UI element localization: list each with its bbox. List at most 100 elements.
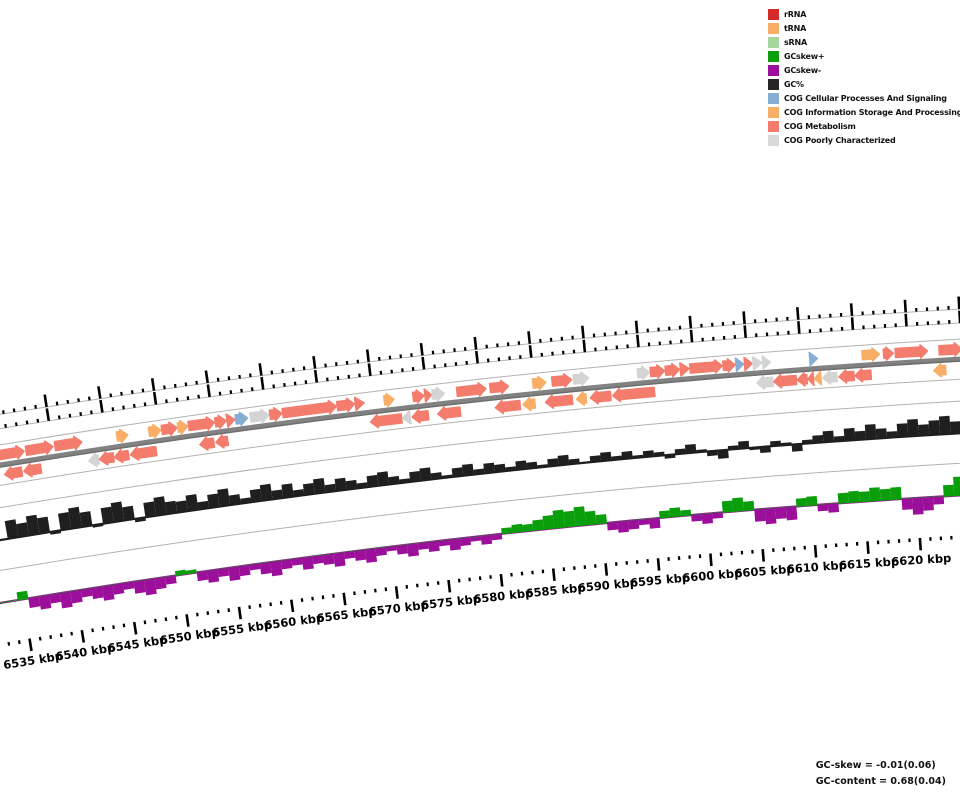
gc-skew-track-bin <box>38 594 52 610</box>
gene-arrow-reverse[interactable] <box>23 463 43 478</box>
gene-arrow-forward[interactable] <box>353 396 365 412</box>
gc-percent-track-bin <box>621 450 633 460</box>
major-tick <box>813 544 818 558</box>
gene-arrow-forward[interactable] <box>160 421 178 436</box>
gene-arrow-forward[interactable] <box>679 362 690 377</box>
minor-tick <box>130 390 134 394</box>
gene-arrow-reverse[interactable] <box>4 466 24 481</box>
gene-arrow-forward[interactable] <box>147 423 162 439</box>
gene-arrow-forward[interactable] <box>176 420 189 435</box>
gene-arrow-reverse[interactable] <box>838 369 856 384</box>
gc-skew-track-bin <box>732 497 744 512</box>
gene-arrow-reverse[interactable] <box>544 394 574 409</box>
minor-tick <box>55 401 59 406</box>
gene-arrow-forward[interactable] <box>24 440 54 456</box>
minor-tick <box>66 399 70 404</box>
gene-arrow-forward[interactable] <box>431 386 445 402</box>
gc-percent-track-bin <box>110 501 125 522</box>
gene-arrow-forward[interactable] <box>268 407 283 422</box>
gene-arrow-forward[interactable] <box>411 389 425 404</box>
gc-percent-track-bin <box>907 419 919 437</box>
gene-arrow-forward[interactable] <box>53 435 83 452</box>
gene-arrow-reverse[interactable] <box>612 386 656 403</box>
gene-arrow-forward[interactable] <box>636 365 651 381</box>
gene-arrow-forward[interactable] <box>938 342 960 357</box>
gene-arrow-forward[interactable] <box>455 382 487 398</box>
gene-arrow-forward[interactable] <box>0 445 25 461</box>
gene-arrow-forward[interactable] <box>572 371 590 386</box>
gene-arrow-reverse[interactable] <box>756 375 774 390</box>
legend-label: COG Information Storage And Processing <box>784 107 960 117</box>
gene-arrow-reverse[interactable] <box>522 396 537 412</box>
gc-percent-track-bin <box>822 430 834 443</box>
minor-tick <box>49 635 53 639</box>
gene-arrow-forward[interactable] <box>743 356 753 372</box>
gene-arrow-reverse[interactable] <box>411 409 430 424</box>
gene-arrow-forward[interactable] <box>882 346 894 361</box>
gene-arrow-forward[interactable] <box>234 411 249 427</box>
gene-arrow-forward[interactable] <box>751 356 763 371</box>
gene-arrow-forward[interactable] <box>664 362 681 378</box>
gc-percent-track-bin <box>589 455 601 463</box>
gc-percent-track-bin <box>812 435 824 443</box>
gene-arrow-reverse[interactable] <box>494 399 522 415</box>
gene-arrow-forward[interactable] <box>722 358 736 373</box>
gene-arrow-reverse[interactable] <box>796 372 809 387</box>
gc-skew-track-bin <box>680 509 692 516</box>
minor-tick <box>132 403 136 408</box>
genes-reverse <box>4 363 947 481</box>
gc-percent-track-bin <box>642 450 654 458</box>
gc-percent-track-bin <box>568 458 580 465</box>
gene-arrow-forward[interactable] <box>649 364 666 379</box>
gene-arrow-forward[interactable] <box>213 414 227 429</box>
gene-arrow-reverse[interactable] <box>807 371 815 386</box>
slot-line <box>0 462 960 572</box>
gene-arrow-reverse[interactable] <box>401 410 412 425</box>
gene-arrow-forward[interactable] <box>423 388 433 403</box>
gc-skew-track-bin <box>743 500 755 511</box>
gene-arrow-forward[interactable] <box>688 359 723 374</box>
gc-percent-track-bin <box>579 461 591 464</box>
gc-percent-track-bin <box>483 462 495 474</box>
gc-skew-track-bin <box>375 547 387 557</box>
major-tick <box>237 606 242 620</box>
gene-arrow-forward[interactable] <box>187 416 216 432</box>
gene-arrow-forward[interactable] <box>734 357 745 372</box>
gene-arrow-forward[interactable] <box>382 392 395 408</box>
gene-arrow-reverse[interactable] <box>215 434 230 449</box>
gene-arrow-forward[interactable] <box>761 355 771 370</box>
gc-percent-track-bin <box>918 424 930 436</box>
gene-arrow-reverse[interactable] <box>129 445 158 461</box>
gene-arrow-reverse[interactable] <box>437 406 462 421</box>
gene-arrow-forward[interactable] <box>335 397 356 413</box>
gene-arrow-reverse[interactable] <box>575 391 588 406</box>
gene-arrow-reverse[interactable] <box>199 436 216 451</box>
gene-arrow-forward[interactable] <box>281 399 337 419</box>
gene-arrow-forward[interactable] <box>115 428 129 444</box>
legend-item-gcskew-: GCskew- <box>768 63 960 77</box>
minor-tick <box>374 588 377 593</box>
gene-arrow-forward[interactable] <box>894 344 929 359</box>
gene-arrow-reverse[interactable] <box>113 448 130 464</box>
gc-skew-track-bin <box>16 590 29 600</box>
gene-arrow-reverse[interactable] <box>369 413 403 429</box>
gene-arrow-reverse[interactable] <box>88 452 101 468</box>
gene-arrow-reverse[interactable] <box>822 370 838 385</box>
minor-tick <box>238 374 241 379</box>
slot-line <box>0 338 960 446</box>
gene-arrow-forward[interactable] <box>531 375 547 391</box>
gene-arrow-reverse[interactable] <box>98 451 115 466</box>
gc-skew-track-bin <box>407 543 419 557</box>
gene-arrow-forward[interactable] <box>249 408 270 424</box>
gene-arrow-reverse[interactable] <box>854 368 873 383</box>
gene-arrow-reverse[interactable] <box>933 363 947 378</box>
gene-arrow-reverse[interactable] <box>589 389 612 405</box>
gene-arrow-forward[interactable] <box>488 379 510 395</box>
gc-skew-track-bin <box>438 539 450 547</box>
gene-arrow-forward[interactable] <box>550 373 573 388</box>
gene-arrow-reverse[interactable] <box>813 370 823 386</box>
gene-arrow-reverse[interactable] <box>773 373 798 389</box>
gene-arrow-forward[interactable] <box>861 347 881 362</box>
gene-arrow-forward[interactable] <box>225 413 236 428</box>
gene-arrow-forward[interactable] <box>808 351 819 367</box>
